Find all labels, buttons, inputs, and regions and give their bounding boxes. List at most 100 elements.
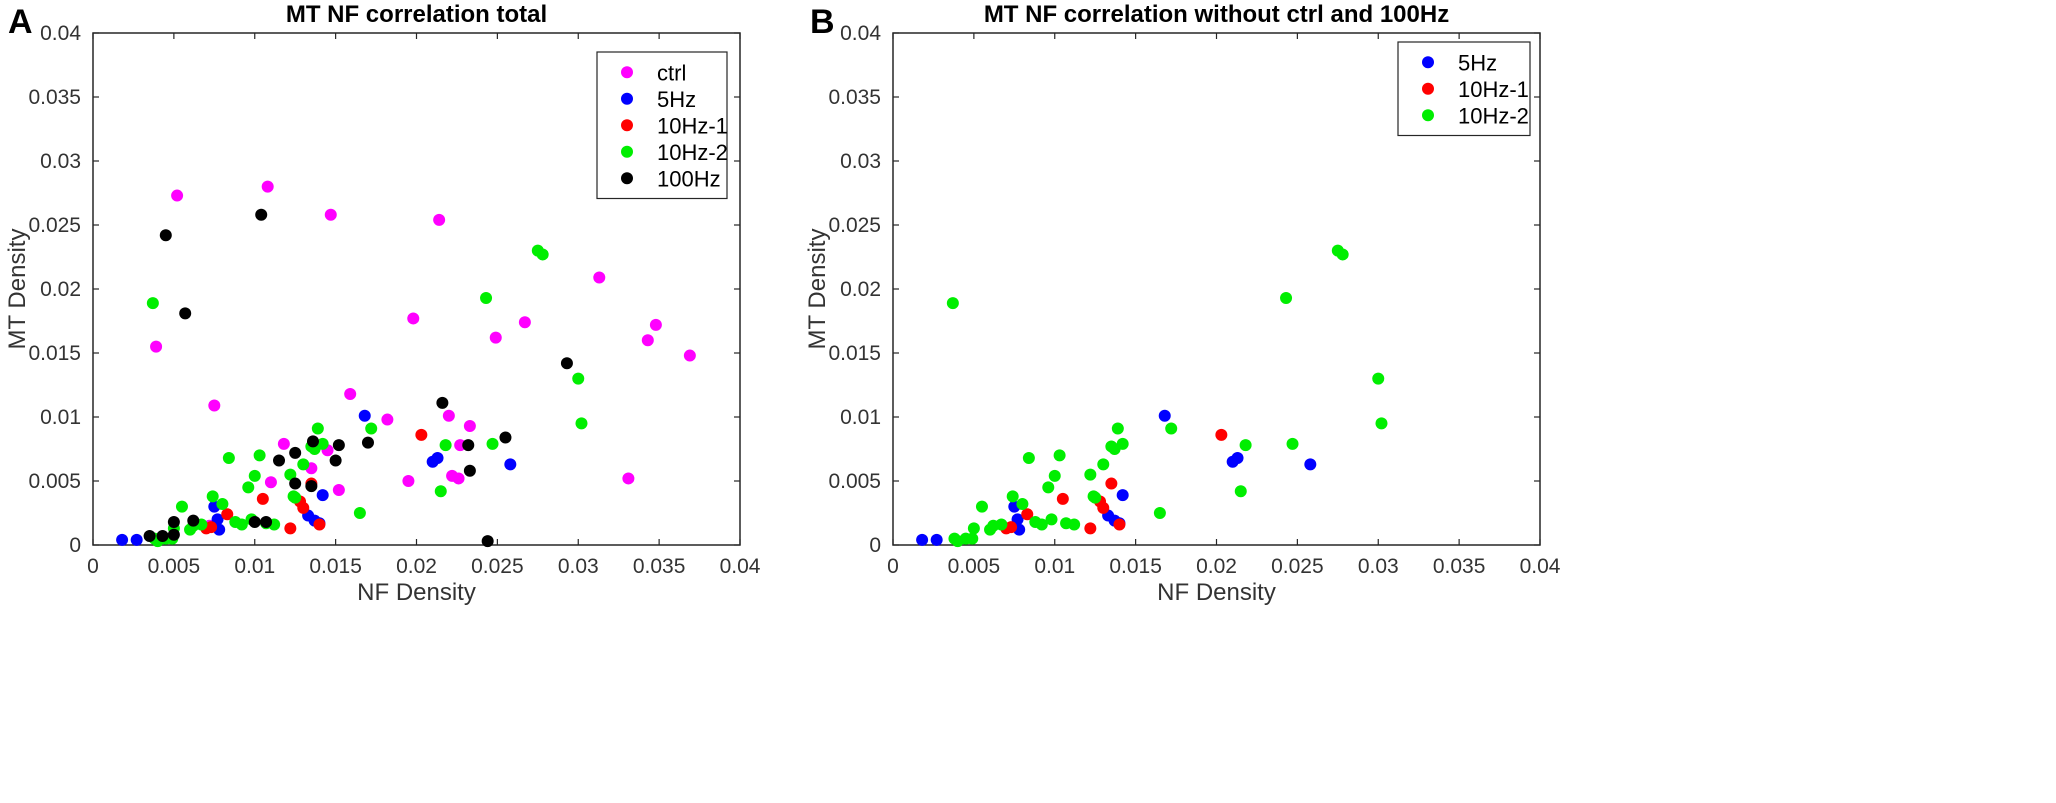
y-tick-label: 0.015 <box>828 342 881 365</box>
data-point <box>175 500 188 513</box>
data-point <box>365 422 378 435</box>
data-point <box>946 297 959 310</box>
data-point <box>481 535 494 548</box>
series-10Hz-1 <box>200 428 428 535</box>
x-tick-label: 0.035 <box>1433 555 1486 578</box>
data-point <box>235 518 248 531</box>
x-tick-label: 0.01 <box>1034 555 1075 578</box>
data-point <box>256 492 269 505</box>
data-point <box>1116 489 1129 502</box>
data-point <box>575 417 588 430</box>
data-point <box>353 507 366 519</box>
data-point <box>1035 518 1048 531</box>
y-tick-label: 0.035 <box>28 86 81 109</box>
data-point <box>1105 477 1118 490</box>
x-tick-label: 0.025 <box>471 555 524 578</box>
x-tick-label: 0.04 <box>1520 555 1561 578</box>
data-point <box>146 297 159 310</box>
legend-marker <box>621 119 633 132</box>
data-point <box>560 357 573 370</box>
legend-label: 100Hz <box>657 166 721 191</box>
series-10Hz-2 <box>946 244 1388 548</box>
y-tick-label: 0 <box>69 534 81 557</box>
data-point <box>381 413 394 426</box>
data-point <box>1375 417 1388 430</box>
data-point <box>344 387 357 400</box>
panel-label: B <box>810 3 835 41</box>
series-10Hz-2 <box>146 244 588 548</box>
legend-marker <box>621 92 633 105</box>
data-point <box>222 451 235 464</box>
data-point <box>1087 490 1100 503</box>
x-tick-label: 0.025 <box>1271 555 1324 578</box>
y-tick-label: 0.04 <box>40 22 81 45</box>
x-tick-label: 0.01 <box>234 555 275 578</box>
data-point <box>463 419 476 432</box>
data-point <box>1097 501 1110 514</box>
legend-marker <box>621 145 633 158</box>
data-point <box>1097 458 1110 471</box>
data-point <box>313 518 326 531</box>
data-point <box>156 530 169 543</box>
x-tick-label: 0.005 <box>148 555 201 578</box>
data-point <box>1021 508 1034 521</box>
data-point <box>289 446 302 459</box>
data-point <box>324 208 337 221</box>
data-point <box>1084 468 1097 481</box>
data-point <box>967 522 980 535</box>
data-point <box>1116 437 1129 450</box>
data-point <box>439 439 452 452</box>
legend-label: 10Hz-1 <box>657 113 728 138</box>
y-tick-label: 0.03 <box>40 150 81 173</box>
data-point <box>948 532 961 545</box>
data-point <box>261 180 274 193</box>
data-point <box>306 435 319 448</box>
data-point <box>415 428 428 441</box>
data-point <box>1372 372 1385 385</box>
series-ctrl <box>150 180 696 532</box>
y-tick-label: 0.005 <box>828 470 881 493</box>
legend-box <box>596 51 728 200</box>
data-point <box>434 485 447 498</box>
legend-marker <box>621 66 633 79</box>
data-point <box>1231 451 1244 464</box>
y-axis-label: MT Density <box>4 229 31 350</box>
data-point <box>284 468 297 481</box>
data-point <box>253 449 266 462</box>
data-point <box>264 476 277 489</box>
data-point <box>329 454 342 467</box>
data-point <box>486 437 499 450</box>
data-point <box>504 458 517 471</box>
data-point <box>171 189 184 202</box>
data-point <box>1022 451 1035 464</box>
data-point <box>1234 485 1247 498</box>
x-tick-label: 0.02 <box>396 555 437 578</box>
data-point <box>1006 490 1019 503</box>
legend-marker <box>1422 56 1434 69</box>
data-point <box>143 530 156 543</box>
data-point <box>916 533 929 546</box>
data-point <box>1045 513 1058 526</box>
data-point <box>216 498 229 511</box>
data-point <box>159 229 172 242</box>
legend-marker <box>1422 109 1434 122</box>
data-point <box>248 515 261 528</box>
data-point <box>1068 518 1081 531</box>
data-point <box>167 515 180 528</box>
data-point <box>683 349 696 362</box>
legend-label: ctrl <box>657 60 686 85</box>
data-point <box>305 480 318 493</box>
legend-marker <box>1422 82 1434 95</box>
data-point <box>248 469 261 482</box>
x-tick-label: 0.03 <box>558 555 599 578</box>
data-point <box>116 533 129 546</box>
data-point <box>572 372 585 385</box>
y-tick-label: 0.02 <box>840 278 881 301</box>
data-point <box>332 483 345 496</box>
data-point <box>452 472 465 485</box>
legend-label: 5Hz <box>1458 50 1497 75</box>
data-point <box>1111 422 1124 435</box>
data-point <box>1165 422 1178 435</box>
data-point <box>407 312 420 325</box>
